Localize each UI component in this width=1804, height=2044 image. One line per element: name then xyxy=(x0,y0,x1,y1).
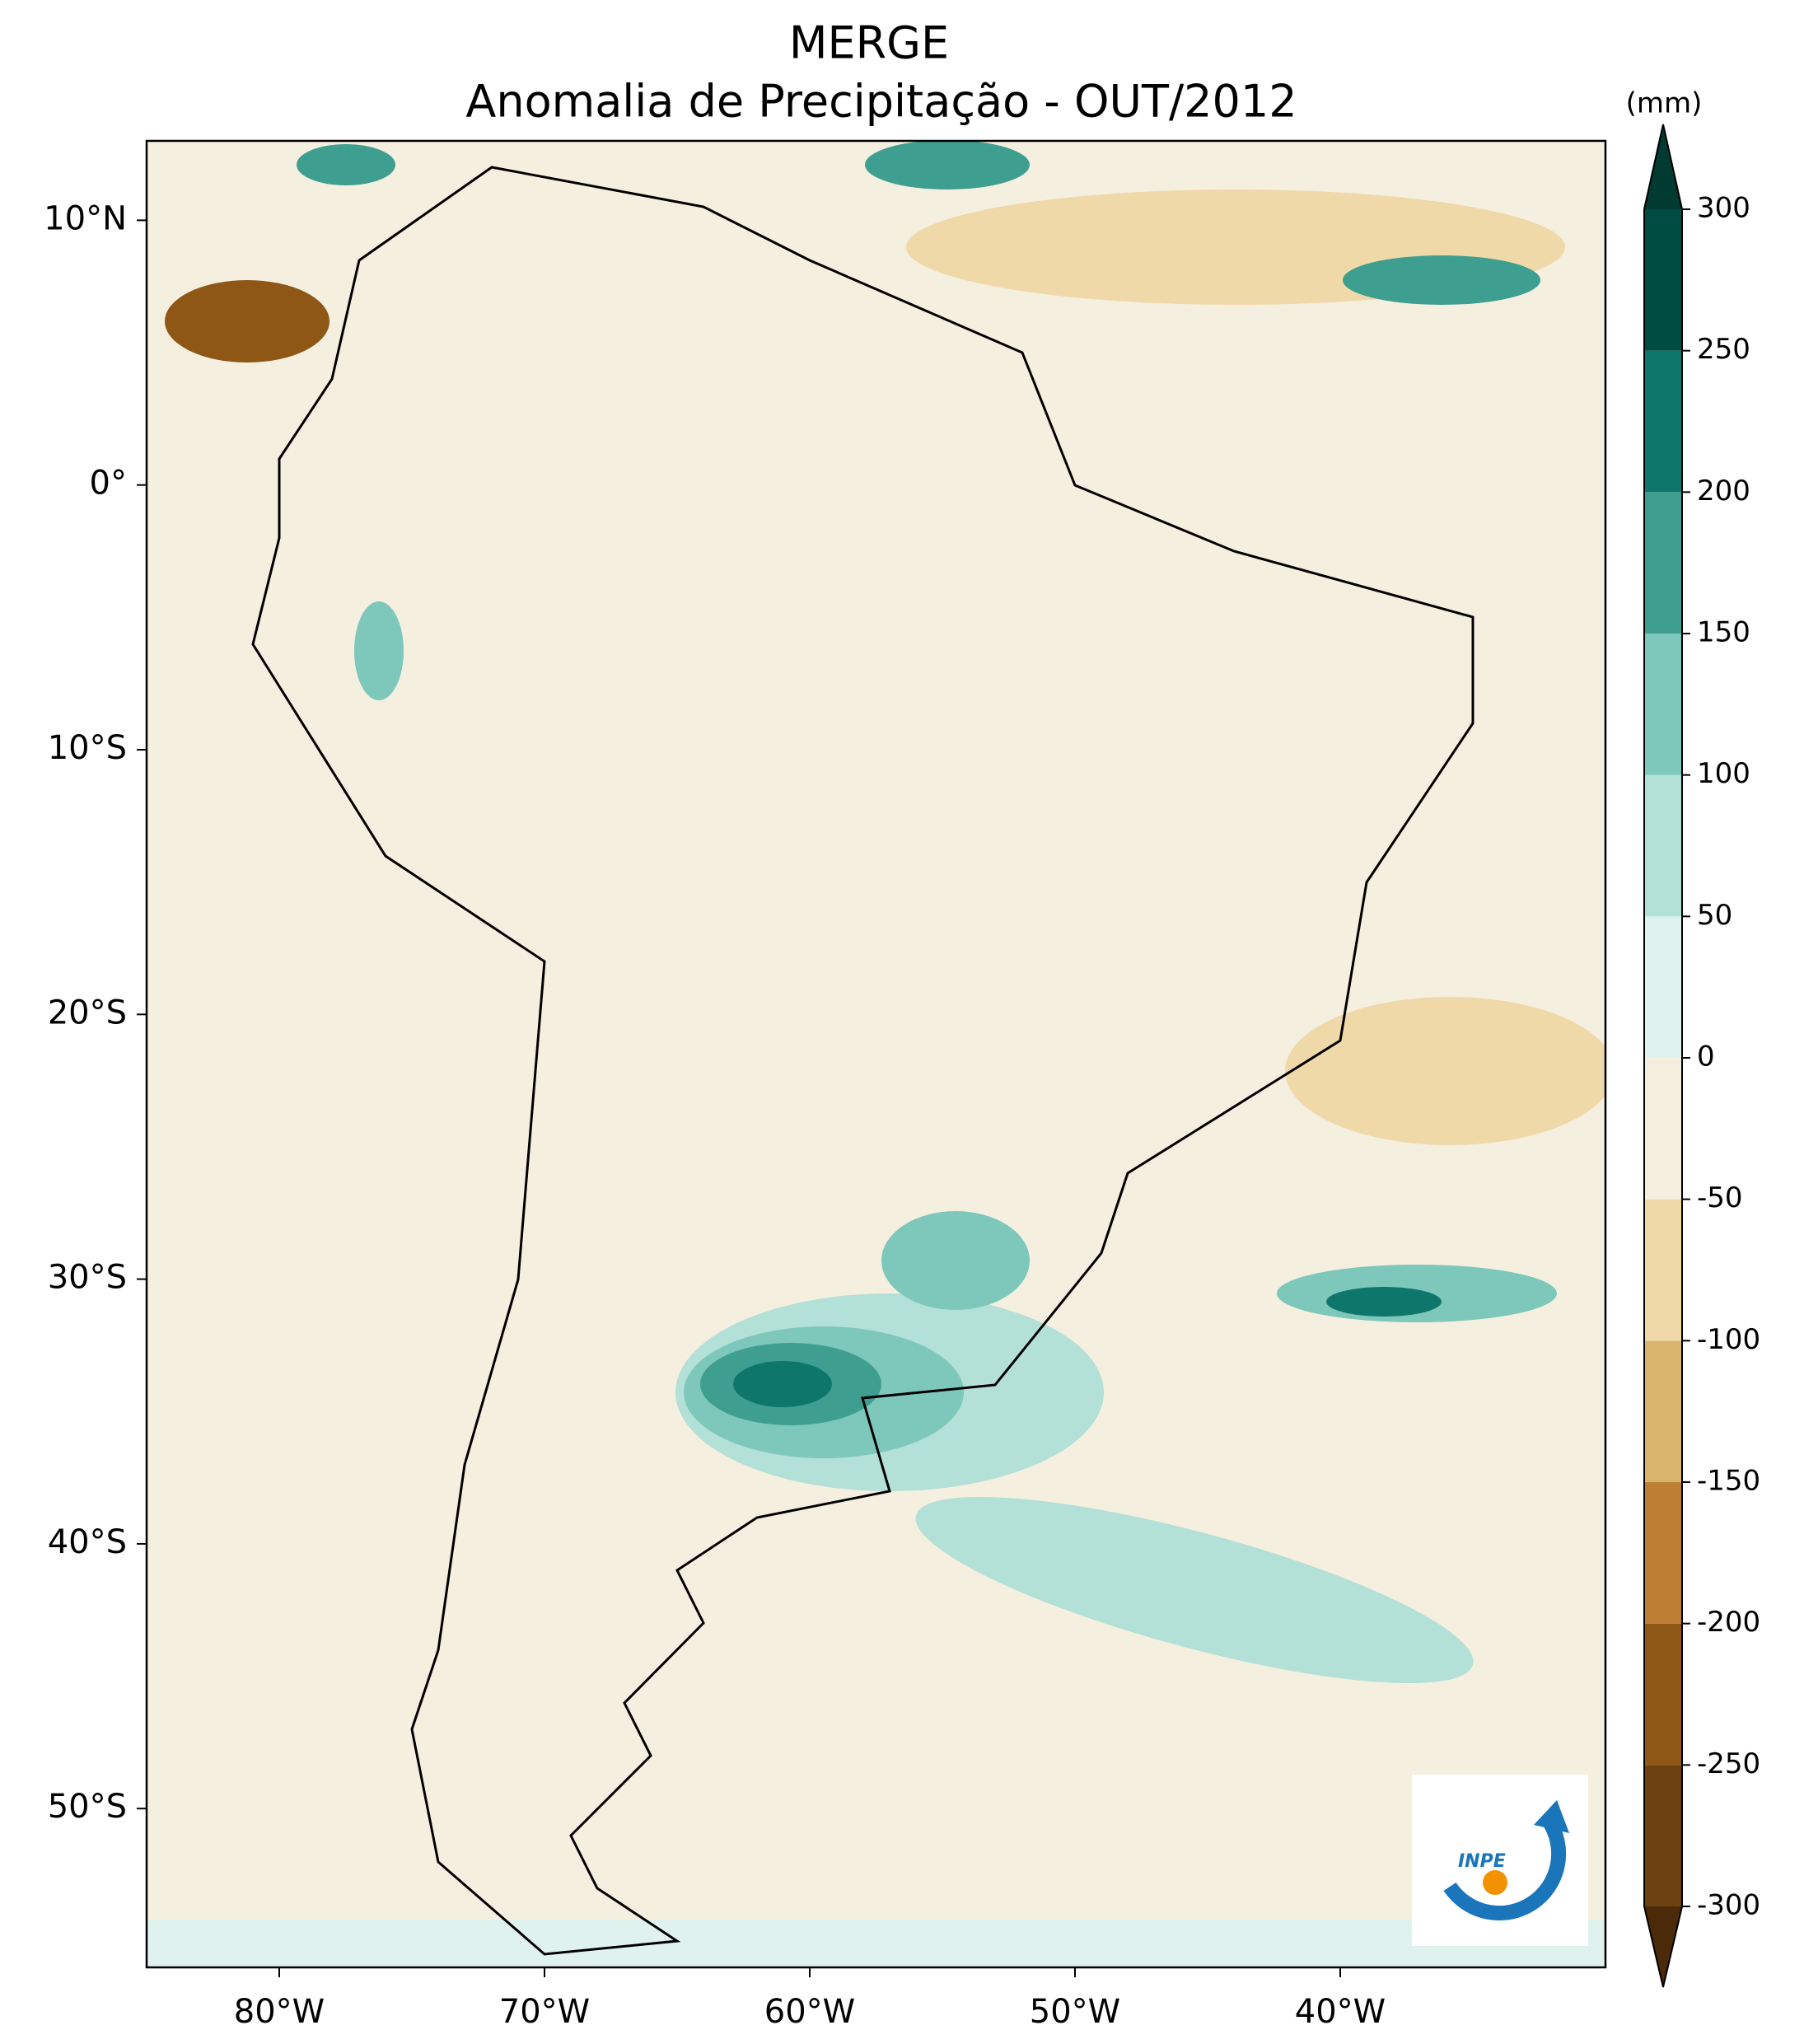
title: MERGE xyxy=(789,17,949,69)
y-tick-label: 10°S xyxy=(48,729,127,767)
colorbar-bin xyxy=(1644,209,1682,351)
logo-arc xyxy=(1443,1817,1567,1921)
colorbar-bin xyxy=(1644,774,1682,917)
x-tick-label: 50°W xyxy=(1030,1993,1120,2031)
colorbar-tick-label: 50 xyxy=(1697,899,1732,932)
logo: INPE xyxy=(1412,1775,1588,1946)
y-tick-label: 10°N xyxy=(44,199,127,237)
colorbar-bin xyxy=(1644,1058,1682,1200)
y-tick-label: 50°S xyxy=(48,1788,127,1826)
colorbar-bin xyxy=(1644,1765,1682,1906)
colorbar-tick-label: 250 xyxy=(1697,333,1750,366)
colorbar-tick-label: 0 xyxy=(1697,1041,1715,1073)
colorbar-tick-label: 100 xyxy=(1697,757,1750,790)
colorbar-tick-label: 200 xyxy=(1697,475,1750,507)
subtitle: Anomalia de Precipitação - OUT/2012 xyxy=(465,76,1297,128)
anomaly-patches xyxy=(147,141,1605,1967)
colorbar-bin xyxy=(1644,350,1682,493)
plot-frame xyxy=(145,139,1607,1969)
x-tick-label: 40°W xyxy=(1295,1993,1386,2031)
map-field xyxy=(147,141,1605,1967)
colorbar-bin xyxy=(1644,634,1682,775)
colorbar-tick-label: -100 xyxy=(1697,1323,1760,1356)
y-tick-label: 30°S xyxy=(48,1259,127,1297)
colorbar-tick-label: -200 xyxy=(1697,1606,1760,1639)
colorbar-tick-label: 150 xyxy=(1697,616,1750,649)
colorbar-tick-label: -50 xyxy=(1697,1181,1743,1214)
colorbar-bin xyxy=(1644,1482,1682,1624)
continent-outline xyxy=(251,166,1475,1956)
colorbar-tick-label: 300 xyxy=(1697,192,1750,225)
y-tick-label: 40°S xyxy=(48,1523,127,1561)
colorbar-unit: (mm) xyxy=(1626,87,1703,120)
colorbar-tick-label: -250 xyxy=(1697,1747,1760,1780)
colorbar-tick-label: -300 xyxy=(1697,1889,1760,1922)
colorbar-extension xyxy=(1644,1906,1682,1987)
colorbar-tick-label: -150 xyxy=(1697,1465,1760,1498)
colorbar-bin xyxy=(1644,1199,1682,1341)
x-tick-label: 70°W xyxy=(499,1993,590,2031)
colorbar-extension xyxy=(1644,124,1682,209)
logo-text: INPE xyxy=(1458,1851,1506,1872)
colorbar-bin xyxy=(1644,492,1682,634)
colorbar-bin xyxy=(1644,916,1682,1058)
x-tick-label: 80°W xyxy=(234,1993,325,2031)
colorbar-bin xyxy=(1644,1623,1682,1766)
logo-arrow xyxy=(1534,1800,1569,1833)
colorbar-bin xyxy=(1644,1340,1682,1482)
y-tick-label: 0° xyxy=(90,465,127,503)
logo-dot xyxy=(1483,1870,1507,1895)
y-tick-label: 20°S xyxy=(48,994,127,1031)
x-tick-label: 60°W xyxy=(764,1993,855,2031)
